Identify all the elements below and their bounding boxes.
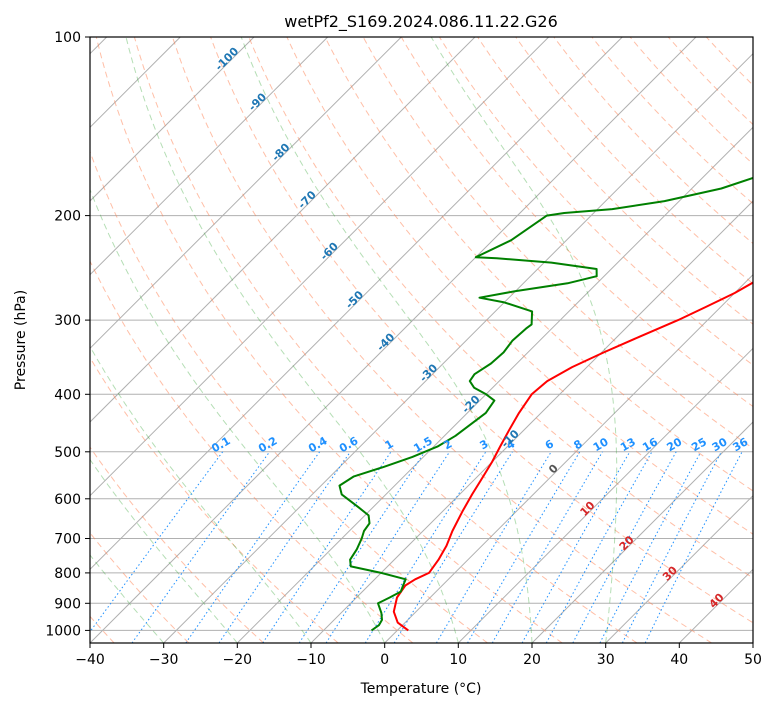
moist-adiabat: [430, 37, 618, 643]
y-tick-label: 300: [54, 313, 81, 329]
sounding-profiles: [338, 176, 753, 632]
y-tick-label: 100: [54, 30, 81, 46]
moist-adiabat: [90, 458, 238, 643]
plot-frame: [89, 36, 754, 644]
mixing-ratio-line: [393, 451, 513, 643]
isotherm-line: [90, 37, 697, 643]
isotherm-line: [605, 494, 753, 643]
y-tick-label: 1000: [45, 623, 81, 639]
mixing-ratio-line: [572, 451, 677, 643]
mixing-ratio-line: [131, 451, 271, 643]
isotherm-line: [90, 37, 255, 202]
dry-adiabat: [95, 37, 563, 643]
dry-adiabat: [210, 37, 753, 624]
y-tick-label: 700: [54, 532, 81, 548]
y-tick-label: 900: [54, 596, 81, 612]
mixing-ratio-line: [435, 451, 552, 643]
x-tick-label: −20: [223, 652, 253, 668]
mixing-ratio-line: [364, 451, 487, 643]
moist-adiabat: [240, 37, 533, 643]
y-tick-label: 200: [54, 209, 81, 225]
mixing-ratio-line: [491, 451, 603, 643]
moist-adiabats: [90, 37, 618, 643]
mixing-ratio-line: [325, 451, 451, 643]
isotherm-line: [236, 126, 753, 643]
x-tick-label: −40: [75, 652, 105, 668]
y-tick-label: 600: [54, 492, 81, 508]
x-tick-label: 40: [670, 652, 688, 668]
isotherm-line: [384, 273, 753, 643]
dry-adiabat: [90, 446, 264, 643]
skewed-isotherms: [90, 37, 753, 643]
x-tick-label: 30: [597, 652, 615, 668]
pressure-gridlines: [90, 37, 753, 631]
dry-adiabat: [248, 37, 753, 579]
mixing-ratio-lines: [90, 451, 743, 643]
isotherm-line: [90, 37, 623, 571]
moist-adiabat: [90, 345, 312, 643]
dry-adiabat: [362, 37, 753, 450]
isotherm-line: [90, 37, 402, 350]
isotherm-line: [90, 37, 329, 276]
y-tick-label: 500: [54, 445, 81, 461]
isotherm-line: [531, 421, 753, 643]
x-tick-label: 10: [449, 652, 467, 668]
dry-adiabat: [515, 37, 753, 285]
mixing-ratio-line: [521, 451, 631, 643]
mixing-ratio-line: [467, 451, 581, 643]
x-axis: −40 −30 −20 −10 0 10 20 30 40 50: [75, 643, 762, 668]
x-tick-label: 20: [523, 652, 541, 668]
isotherm-line: [163, 52, 753, 643]
x-axis-title: Temperature (°C): [360, 681, 482, 697]
temperature-profile: [392, 281, 753, 632]
x-tick-label: 50: [744, 652, 762, 668]
x-tick-label: −10: [296, 652, 326, 668]
moist-adiabat: [90, 554, 165, 643]
y-axis-title: Pressure (hPa): [13, 290, 29, 390]
y-axis: 100 200 300 400 500 600 700 800 900 1000: [45, 30, 90, 639]
dry-adiabat: [324, 37, 753, 492]
mixing-ratio-line: [185, 451, 321, 643]
chart-title: wetPf2_S169.2024.086.11.22.G26: [284, 12, 558, 32]
dry-adiabat: [629, 37, 753, 165]
isotherm-line: [90, 37, 476, 423]
isotherm-line: [90, 37, 550, 497]
mixing-ratio-line: [545, 451, 653, 643]
x-tick-label: 0: [380, 652, 389, 668]
dry-adiabat: [133, 37, 638, 643]
mixing-ratio-line: [218, 451, 351, 643]
x-tick-label: −30: [149, 652, 179, 668]
dewpoint-profile: [338, 176, 753, 632]
dry-adiabat: [477, 37, 753, 325]
moist-adiabat: [125, 37, 459, 643]
dry-adiabat: [400, 37, 753, 408]
isotherm-line: [457, 347, 753, 643]
y-tick-label: 800: [54, 566, 81, 582]
y-tick-label: 400: [54, 387, 81, 403]
dry-adiabat: [90, 260, 414, 643]
dry-adiabats: [90, 37, 753, 643]
moist-adiabat: [90, 188, 386, 643]
